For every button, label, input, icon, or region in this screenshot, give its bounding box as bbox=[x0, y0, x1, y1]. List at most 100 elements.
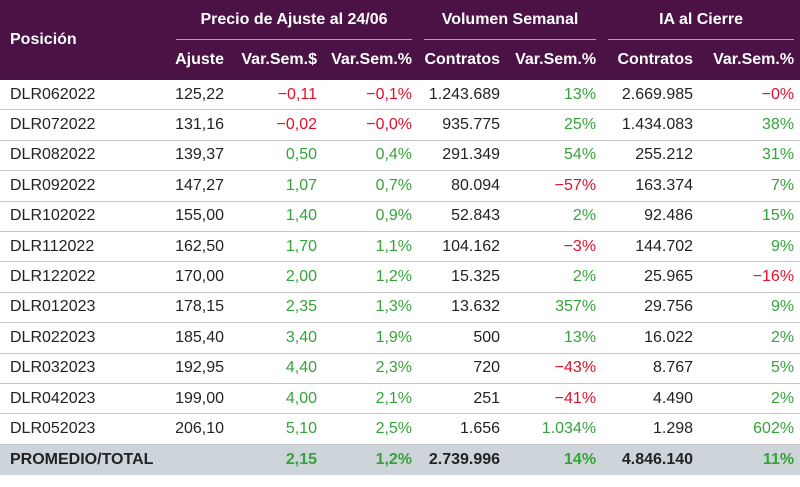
table-header: Posición Precio de Ajuste al 24/06 Volum… bbox=[0, 0, 800, 80]
cell-ia-var-pct: 5% bbox=[699, 353, 800, 384]
cell-var-sem-pct: 1,9% bbox=[323, 322, 419, 354]
subcolumn-header-ia-var-pct: Var.Sem.% bbox=[699, 40, 800, 80]
table-row: DLR012023 178,15 2,35 1,3% 13.632 357% 29.756 9… bbox=[0, 292, 800, 324]
cell-var-sem-dollar: −0,11 bbox=[230, 80, 323, 111]
cell-volume-contratos: 291.349 bbox=[418, 140, 507, 172]
total-cell: 2,15 bbox=[230, 444, 323, 475]
cell-volume-contratos: 13.632 bbox=[418, 292, 507, 324]
table-row: DLR042023 199,00 4,00 2,1% 251 −41% 4.490 2% bbox=[0, 383, 800, 415]
cell-ajuste: 162,50 bbox=[170, 231, 230, 263]
row-position-label: DLR082022 bbox=[0, 140, 170, 172]
total-row: PROMEDIO/TOTAL 2,15 1,2% 2.739.996 14% 4… bbox=[0, 444, 800, 475]
subcolumn-header-var-sem-pct: Var.Sem.% bbox=[323, 40, 419, 80]
cell-volume-var-pct: −57% bbox=[506, 170, 603, 202]
cell-var-sem-dollar: 2,35 bbox=[230, 292, 323, 324]
cell-ia-contratos: 8.767 bbox=[602, 353, 700, 384]
cell-volume-var-pct: 1.034% bbox=[506, 413, 603, 445]
group-divider bbox=[176, 39, 413, 40]
cell-var-sem-dollar: 5,10 bbox=[230, 413, 323, 445]
cell-ajuste: 185,40 bbox=[170, 322, 230, 354]
cell-ia-var-pct: 7% bbox=[699, 170, 800, 202]
table-row: DLR092022 147,27 1,07 0,7% 80.094 −57% 163.374… bbox=[0, 170, 800, 202]
table-row: DLR122022 170,00 2,00 1,2% 15.325 2% 25.965 −16… bbox=[0, 261, 800, 293]
cell-volume-var-pct: −43% bbox=[506, 353, 603, 384]
cell-ia-var-pct: 9% bbox=[699, 292, 800, 324]
table-row: DLR052023 206,10 5,10 2,5% 1.656 1.034% 1.298 6… bbox=[0, 413, 800, 445]
cell-ia-contratos: 16.022 bbox=[602, 322, 700, 354]
cell-ajuste: 155,00 bbox=[170, 201, 230, 232]
cell-var-sem-dollar: 0,50 bbox=[230, 140, 323, 172]
volume-group-header: Volumen Semanal bbox=[418, 0, 603, 40]
cell-ajuste: 199,00 bbox=[170, 383, 230, 415]
table-row: DLR072022 131,16 −0,02 −0,0% 935.775 25% 1.434… bbox=[0, 109, 800, 141]
cell-volume-var-pct: −3% bbox=[506, 231, 603, 263]
row-position-label: DLR122022 bbox=[0, 261, 170, 293]
cell-ajuste: 206,10 bbox=[170, 413, 230, 445]
cell-ia-var-pct: 2% bbox=[699, 322, 800, 354]
cell-var-sem-dollar: 4,40 bbox=[230, 353, 323, 384]
cell-volume-contratos: 80.094 bbox=[418, 170, 507, 202]
cell-ia-contratos: 2.669.985 bbox=[602, 80, 700, 111]
table-row: DLR082022 139,37 0,50 0,4% 291.349 54% 255.212… bbox=[0, 140, 800, 172]
cell-ajuste: 131,16 bbox=[170, 109, 230, 141]
row-position-label: DLR072022 bbox=[0, 109, 170, 141]
row-position-label: DLR092022 bbox=[0, 170, 170, 202]
cell-volume-contratos: 104.162 bbox=[418, 231, 507, 263]
cell-ia-var-pct: 2% bbox=[699, 383, 800, 415]
cell-ia-var-pct: 38% bbox=[699, 109, 800, 141]
cell-var-sem-dollar: 3,40 bbox=[230, 322, 323, 354]
cell-ia-var-pct: 15% bbox=[699, 201, 800, 232]
group-divider bbox=[424, 39, 597, 40]
subcolumn-header-ia-contratos: Contratos bbox=[602, 40, 700, 80]
cell-volume-var-pct: 357% bbox=[506, 292, 603, 324]
cell-var-sem-pct: 0,7% bbox=[323, 170, 419, 202]
cell-ia-contratos: 29.756 bbox=[602, 292, 700, 324]
total-cell: 14% bbox=[506, 444, 603, 475]
cell-volume-var-pct: 13% bbox=[506, 322, 603, 354]
price-group-header: Precio de Ajuste al 24/06 bbox=[170, 0, 419, 40]
price-group-label: Precio de Ajuste al 24/06 bbox=[200, 11, 388, 28]
total-label: PROMEDIO/TOTAL bbox=[0, 444, 170, 475]
cell-var-sem-dollar: 4,00 bbox=[230, 383, 323, 415]
cell-var-sem-pct: 1,3% bbox=[323, 292, 419, 324]
cell-var-sem-pct: 0,9% bbox=[323, 201, 419, 232]
total-cell: 1,2% bbox=[323, 444, 419, 475]
cell-volume-contratos: 52.843 bbox=[418, 201, 507, 232]
cell-ia-contratos: 25.965 bbox=[602, 261, 700, 293]
cell-ia-var-pct: 31% bbox=[699, 140, 800, 172]
subcolumn-header-volume-var-pct: Var.Sem.% bbox=[506, 40, 603, 80]
subcolumn-header-var-sem-dollar: Var.Sem.$ bbox=[230, 40, 323, 80]
cell-ia-contratos: 4.490 bbox=[602, 383, 700, 415]
position-column-header: Posición bbox=[0, 0, 170, 80]
cell-var-sem-dollar: 1,70 bbox=[230, 231, 323, 263]
total-cell bbox=[170, 444, 230, 475]
cell-volume-var-pct: 2% bbox=[506, 261, 603, 293]
cell-volume-contratos: 251 bbox=[418, 383, 507, 415]
futures-summary-table: Posición Precio de Ajuste al 24/06 Volum… bbox=[0, 0, 800, 475]
cell-volume-var-pct: 2% bbox=[506, 201, 603, 232]
open-interest-group-label: IA al Cierre bbox=[659, 11, 743, 28]
cell-var-sem-dollar: 1,07 bbox=[230, 170, 323, 202]
row-position-label: DLR112022 bbox=[0, 231, 170, 263]
cell-ajuste: 147,27 bbox=[170, 170, 230, 202]
cell-ia-var-pct: 9% bbox=[699, 231, 800, 263]
cell-var-sem-pct: −0,0% bbox=[323, 109, 419, 141]
table-row: DLR102022 155,00 1,40 0,9% 52.843 2% 92.486 15% bbox=[0, 201, 800, 232]
row-position-label: DLR052023 bbox=[0, 413, 170, 445]
cell-var-sem-pct: 2,5% bbox=[323, 413, 419, 445]
row-position-label: DLR042023 bbox=[0, 383, 170, 415]
row-position-label: DLR102022 bbox=[0, 201, 170, 232]
cell-volume-contratos: 1.243.689 bbox=[418, 80, 507, 111]
row-position-label: DLR032023 bbox=[0, 353, 170, 384]
cell-var-sem-dollar: 2,00 bbox=[230, 261, 323, 293]
table-row: DLR022023 185,40 3,40 1,9% 500 13% 16.022 2% bbox=[0, 322, 800, 354]
table-row: DLR112022 162,50 1,70 1,1% 104.162 −3% 144.702… bbox=[0, 231, 800, 263]
cell-ia-contratos: 1.298 bbox=[602, 413, 700, 445]
total-cell: 4.846.140 bbox=[602, 444, 700, 475]
cell-volume-contratos: 15.325 bbox=[418, 261, 507, 293]
cell-ia-contratos: 255.212 bbox=[602, 140, 700, 172]
cell-ia-var-pct: −16% bbox=[699, 261, 800, 293]
open-interest-group-header: IA al Cierre bbox=[602, 0, 800, 40]
table-footer: PROMEDIO/TOTAL 2,15 1,2% 2.739.996 14% 4… bbox=[0, 444, 800, 475]
row-position-label: DLR062022 bbox=[0, 80, 170, 111]
